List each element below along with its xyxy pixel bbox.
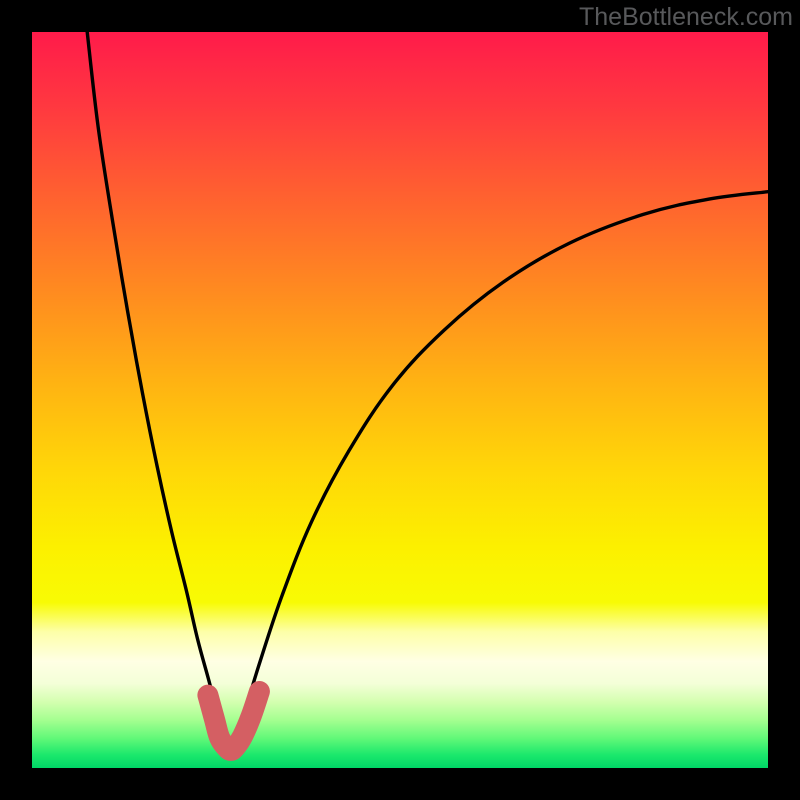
bottleneck-chart bbox=[32, 32, 768, 768]
chart-svg bbox=[32, 32, 768, 768]
watermark-text: TheBottleneck.com bbox=[579, 3, 793, 32]
